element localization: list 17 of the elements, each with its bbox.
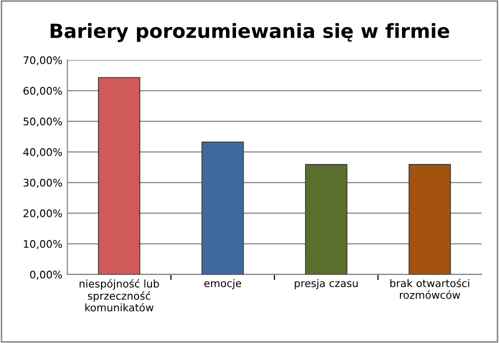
bar	[408, 164, 451, 274]
y-tick-label: 30,00%	[24, 178, 62, 188]
x-tick-label: presja czasu	[294, 279, 358, 290]
x-tick-label: niespójność lub sprzeczność komunikatów	[80, 279, 159, 312]
y-tick-label: 10,00%	[24, 240, 62, 249]
bar	[305, 164, 348, 274]
chart-title: Bariery porozumiewania się w firmie	[50, 23, 450, 42]
y-tick-label: 20,00%	[24, 209, 62, 218]
y-tick-label: 70,00%	[24, 56, 62, 66]
y-tick-label: 60,00%	[24, 86, 62, 96]
y-tick-label: 40,00%	[23, 148, 62, 158]
x-tick-label: emocje	[204, 279, 242, 290]
x-tick-label: brak otwartości rozmówców	[390, 278, 470, 299]
bar	[202, 142, 244, 274]
y-tick-label: 0,00%	[30, 270, 62, 280]
bar	[98, 77, 140, 274]
y-tick-label: 50,00%	[24, 118, 62, 126]
